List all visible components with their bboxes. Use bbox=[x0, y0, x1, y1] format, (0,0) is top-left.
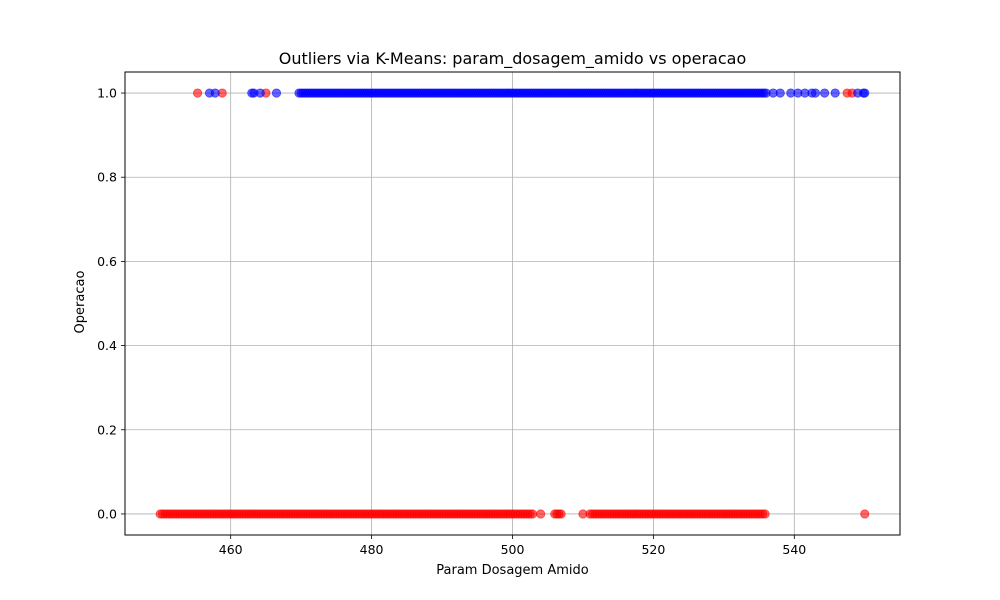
y-tick-label: 0.8 bbox=[97, 170, 117, 185]
scatter-point bbox=[860, 88, 870, 98]
scatter-point bbox=[255, 88, 265, 98]
scatter-point bbox=[192, 88, 203, 98]
y-tick-label: 0.6 bbox=[97, 254, 117, 269]
x-axis-label: Param Dosagem Amido bbox=[436, 563, 588, 578]
scatter-point bbox=[210, 88, 220, 98]
scatter-point bbox=[271, 88, 282, 98]
data-points bbox=[155, 88, 870, 519]
scatter-point bbox=[830, 88, 840, 98]
y-axis-label: Operacao bbox=[73, 271, 88, 334]
scatter-point bbox=[820, 88, 830, 98]
x-tick-label: 480 bbox=[360, 542, 384, 557]
scatter-point bbox=[860, 509, 870, 519]
y-tick-label: 0.0 bbox=[97, 506, 117, 521]
y-tick-label: 0.2 bbox=[97, 422, 117, 437]
axis-ticks: 460 480 500 520 540 0.0 0.2 0.4 0.6 0.8 1.0 bbox=[97, 86, 806, 557]
x-tick-label: 500 bbox=[501, 542, 525, 557]
y-tick-label: 0.4 bbox=[97, 338, 117, 353]
scatter-point bbox=[527, 509, 538, 519]
x-tick-label: 520 bbox=[641, 542, 665, 557]
y-tick-label: 1.0 bbox=[97, 86, 117, 101]
scatter-point bbox=[775, 88, 785, 98]
x-tick-label: 460 bbox=[219, 542, 243, 557]
scatter-point bbox=[578, 509, 588, 519]
chart-title: Outliers via K-Means: param_dosagem_amid… bbox=[279, 49, 746, 69]
x-tick-label: 540 bbox=[782, 542, 806, 557]
scatter-point bbox=[760, 509, 770, 519]
scatter-point bbox=[556, 509, 566, 519]
scatter-point bbox=[810, 88, 821, 98]
scatter-point bbox=[536, 509, 546, 519]
